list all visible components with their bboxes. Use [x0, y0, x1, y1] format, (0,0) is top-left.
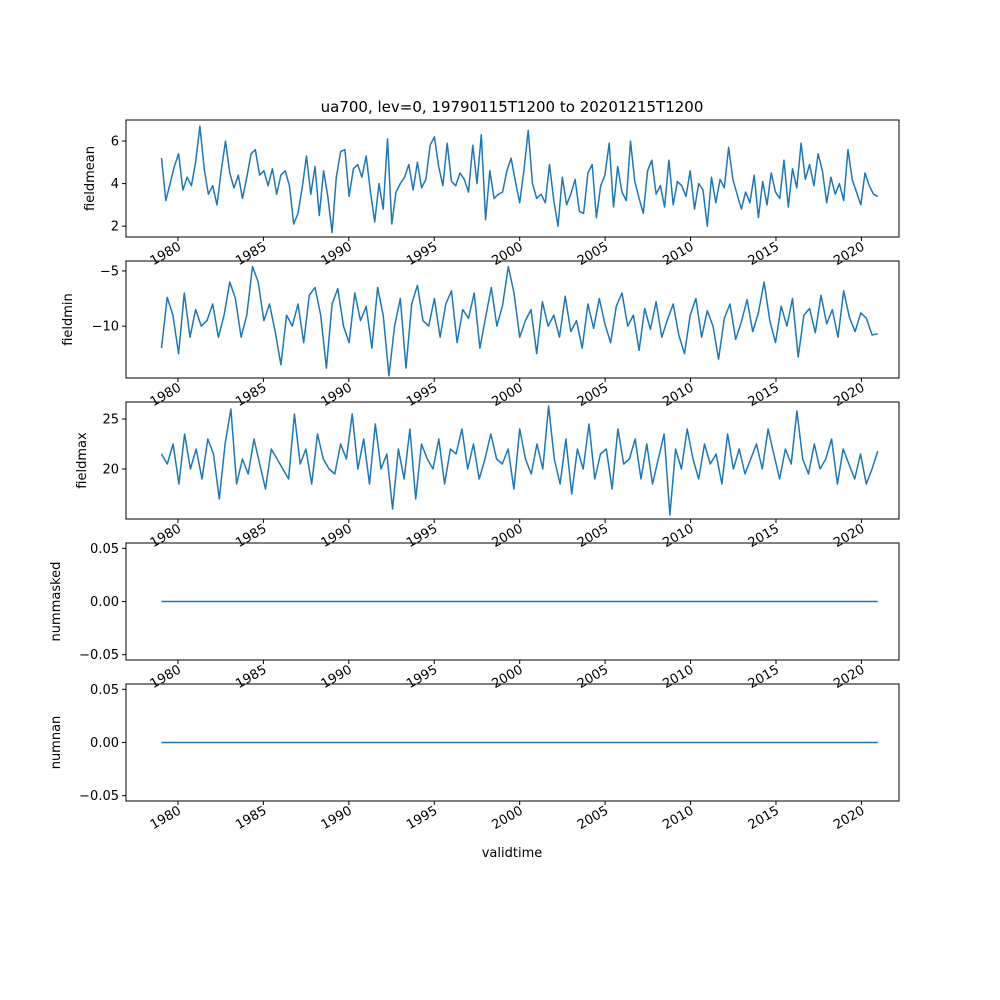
fieldmin-series-line [160, 265, 878, 377]
y-tick-label: −5 [100, 264, 119, 279]
y-tick-label: 20 [102, 463, 119, 478]
axes-frame [125, 119, 900, 238]
y-axis-label: numnan [49, 716, 64, 770]
y-axis-label: fieldmin [61, 293, 76, 346]
y-tick-label: 2 [111, 220, 119, 235]
fieldmean-series-line [160, 125, 879, 234]
y-tick-label: 6 [111, 135, 119, 150]
chart-title: ua700, lev=0, 19790115T1200 to 20201215T… [321, 98, 704, 116]
y-axis-label: fieldmax [75, 432, 90, 489]
y-tick-label: 4 [111, 177, 119, 192]
y-tick-label: −10 [92, 320, 119, 335]
y-tick-label: 0.05 [90, 542, 119, 557]
axes-frame [125, 260, 900, 379]
y-tick-label: 0.00 [90, 595, 119, 610]
y-tick-label: −0.05 [79, 648, 119, 663]
y-tick-label: 0.00 [90, 736, 119, 751]
axes-frame [125, 401, 900, 520]
y-tick-label: 0.05 [90, 683, 119, 698]
y-tick-label: −0.05 [79, 789, 119, 804]
fieldmax-series-line [160, 405, 879, 516]
x-axis-label: validtime [482, 846, 543, 861]
y-tick-label: 25 [102, 413, 119, 428]
y-axis-label: fieldmean [83, 146, 98, 211]
y-axis-label: nummasked [49, 562, 64, 642]
